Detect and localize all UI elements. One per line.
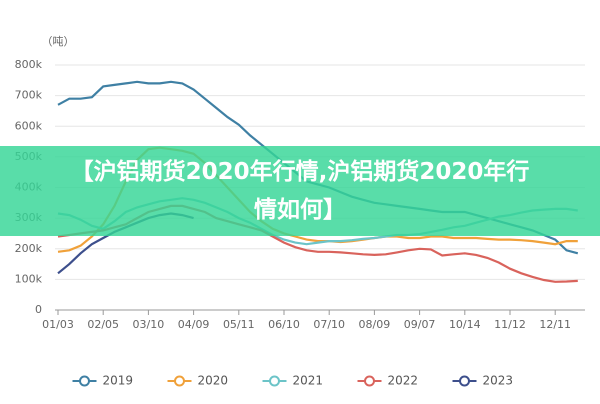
y-tick-label: 600k <box>15 119 43 132</box>
x-tick-label: 03/10 <box>133 318 165 331</box>
legend-marker <box>269 375 280 387</box>
x-tick-label: 05/11 <box>223 318 255 331</box>
y-tick-label: 700k <box>15 89 43 102</box>
x-tick-label: 01/03 <box>42 318 74 331</box>
y-tick-label: 0 <box>35 303 42 316</box>
banner-text: 【沪铝期货2020年行情,沪铝期货2020年行情如何】 <box>70 159 530 223</box>
x-tick-label: 11/12 <box>494 318 526 331</box>
legend-marker <box>79 375 90 387</box>
legend-marker <box>364 375 375 387</box>
x-tick-label: 06/10 <box>268 318 300 331</box>
x-tick-label: 12/11 <box>539 318 571 331</box>
x-tick-label: 08/09 <box>359 318 391 331</box>
x-tick-label: 04/09 <box>178 318 210 331</box>
legend-label: 2019 <box>103 374 134 388</box>
x-tick-label: 10/14 <box>449 318 481 331</box>
legend-label: 2022 <box>388 374 419 388</box>
y-tick-label: 800k <box>15 58 43 71</box>
legend-marker <box>174 375 185 387</box>
x-tick-label: 09/07 <box>404 318 436 331</box>
y-tick-label: 100k <box>15 272 43 285</box>
legend-label: 2020 <box>198 374 229 388</box>
banner: 【沪铝期货2020年行情,沪铝期货2020年行情如何】 <box>0 146 600 236</box>
legend-label: 2021 <box>293 374 324 388</box>
y-unit: （吨） <box>42 35 75 48</box>
legend-marker <box>459 375 470 387</box>
x-tick-label: 07/10 <box>313 318 345 331</box>
y-tick-label: 200k <box>15 242 43 255</box>
x-tick-label: 02/05 <box>87 318 119 331</box>
legend-label: 2023 <box>483 374 514 388</box>
